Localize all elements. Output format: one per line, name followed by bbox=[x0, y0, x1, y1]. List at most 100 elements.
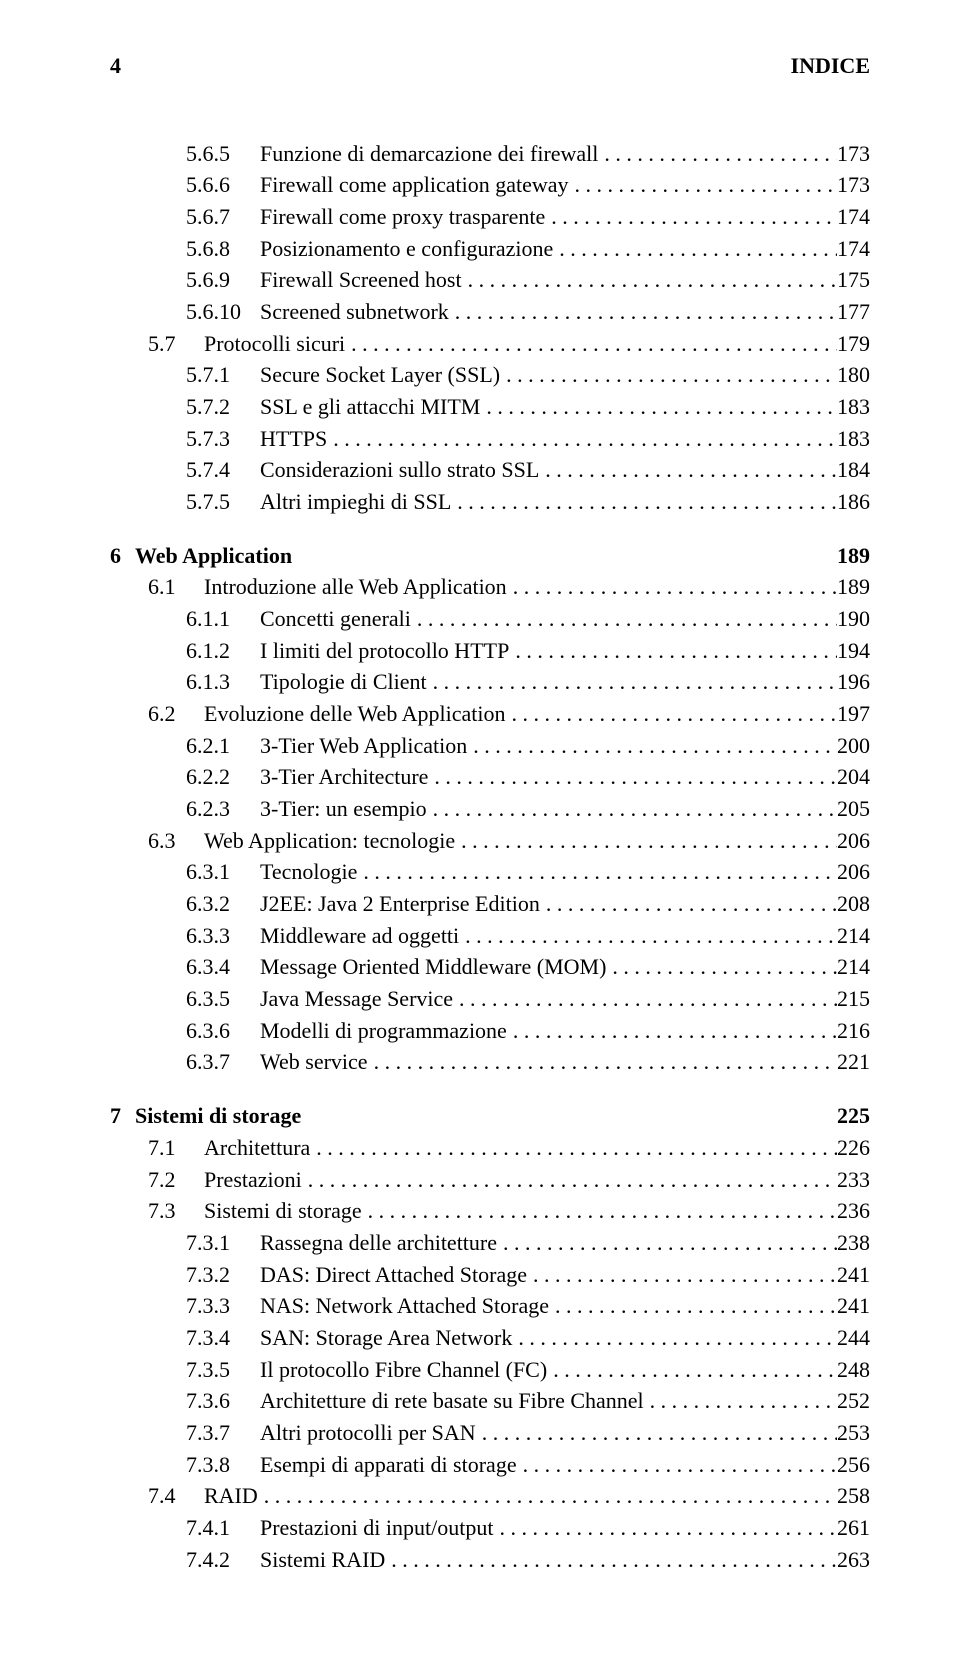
toc-entry-number: 7.3.3 bbox=[186, 1290, 248, 1322]
toc-subsection: 7.4.2Sistemi RAID263 bbox=[110, 1544, 870, 1576]
toc-leader-dots bbox=[480, 391, 837, 423]
toc-entry-number: 5.7.4 bbox=[186, 454, 248, 486]
toc-entry-page: 180 bbox=[837, 359, 870, 391]
toc-subsection: 5.6.6Firewall come application gateway17… bbox=[110, 169, 870, 201]
running-header: 4 INDICE bbox=[110, 50, 870, 82]
toc-entry-title: Firewall come proxy trasparente bbox=[248, 201, 545, 233]
toc-entry-title: Posizionamento e configurazione bbox=[248, 233, 553, 265]
toc-entry-page: 205 bbox=[837, 793, 870, 825]
toc-subsection: 5.7.5Altri impieghi di SSL186 bbox=[110, 486, 870, 518]
toc-entry-page: 206 bbox=[837, 856, 870, 888]
toc-entry-page: 177 bbox=[837, 296, 870, 328]
toc-section: 5.7Protocolli sicuri179 bbox=[110, 328, 870, 360]
toc-leader-dots bbox=[345, 328, 837, 360]
toc-leader-dots bbox=[258, 1480, 837, 1512]
toc-entry-number: 7.3.5 bbox=[186, 1354, 248, 1386]
toc-entry-number: 6.3.6 bbox=[186, 1015, 248, 1047]
toc-leader-dots bbox=[527, 1259, 837, 1291]
toc-subsection: 5.6.8Posizionamento e configurazione174 bbox=[110, 233, 870, 265]
toc-entry-title: Il protocollo Fibre Channel (FC) bbox=[248, 1354, 547, 1386]
toc-entry-page: 253 bbox=[837, 1417, 870, 1449]
toc-subsection: 7.3.7Altri protocolli per SAN253 bbox=[110, 1417, 870, 1449]
toc-leader-dots bbox=[549, 1290, 837, 1322]
toc-entry-number: 6.1.2 bbox=[186, 635, 248, 667]
toc-section: 7.1Architettura226 bbox=[110, 1132, 870, 1164]
toc-leader-dots bbox=[455, 825, 837, 857]
toc-leader-dots bbox=[569, 169, 838, 201]
header-title: INDICE bbox=[791, 50, 870, 82]
toc-subsection: 6.2.23-Tier Architecture204 bbox=[110, 761, 870, 793]
toc-entry-number: 5.7.3 bbox=[186, 423, 248, 455]
toc-entry-title: Prestazioni bbox=[192, 1164, 302, 1196]
toc-entry-number: 6.3.5 bbox=[186, 983, 248, 1015]
toc-leader-dots bbox=[509, 635, 837, 667]
toc-section: 7.2Prestazioni233 bbox=[110, 1164, 870, 1196]
toc-leader-dots bbox=[462, 264, 837, 296]
toc-entry-title: DAS: Direct Attached Storage bbox=[248, 1259, 527, 1291]
toc-leader-dots bbox=[302, 1164, 837, 1196]
toc-entry-title: Concetti generali bbox=[248, 603, 411, 635]
toc-leader-dots bbox=[459, 920, 837, 952]
toc-entry-page: 189 bbox=[837, 571, 870, 603]
toc-entry-page: 221 bbox=[837, 1046, 870, 1078]
toc-entry-title: Funzione di demarcazione dei firewall bbox=[248, 138, 598, 170]
toc-leader-dots bbox=[427, 666, 837, 698]
toc-subsection: 6.3.6Modelli di programmazione216 bbox=[110, 1015, 870, 1047]
toc-entry-title: Modelli di programmazione bbox=[248, 1015, 507, 1047]
toc-section: 6.2Evoluzione delle Web Application197 bbox=[110, 698, 870, 730]
toc-entry-title: Considerazioni sullo strato SSL bbox=[248, 454, 539, 486]
toc-entry-page: 189 bbox=[837, 540, 870, 572]
toc-leader-dots bbox=[449, 296, 837, 328]
toc-leader-dots bbox=[310, 1132, 837, 1164]
toc-subsection: 6.3.2J2EE: Java 2 Enterprise Edition208 bbox=[110, 888, 870, 920]
toc-entry-number: 6.3.3 bbox=[186, 920, 248, 952]
toc-entry-page: 197 bbox=[837, 698, 870, 730]
toc-entry-title: Prestazioni di input/output bbox=[248, 1512, 493, 1544]
toc-entry-page: 261 bbox=[837, 1512, 870, 1544]
toc-leader-dots bbox=[505, 698, 837, 730]
toc-subsection: 7.3.3NAS: Network Attached Storage241 bbox=[110, 1290, 870, 1322]
toc-subsection: 7.3.4SAN: Storage Area Network244 bbox=[110, 1322, 870, 1354]
toc-subsection: 7.3.5Il protocollo Fibre Channel (FC)248 bbox=[110, 1354, 870, 1386]
toc-entry-number: 7.3.8 bbox=[186, 1449, 248, 1481]
toc-subsection: 5.6.10Screened subnetwork177 bbox=[110, 296, 870, 328]
toc-entry-number: 6.2 bbox=[148, 698, 192, 730]
toc-entry-number: 7.3.4 bbox=[186, 1322, 248, 1354]
toc-entry-page: 206 bbox=[837, 825, 870, 857]
toc-subsection: 5.7.1Secure Socket Layer (SSL)180 bbox=[110, 359, 870, 391]
toc-entry-number: 7.3.7 bbox=[186, 1417, 248, 1449]
toc-section: 7.4RAID258 bbox=[110, 1480, 870, 1512]
toc-entry-title: 3-Tier Architecture bbox=[248, 761, 428, 793]
toc-subsection: 5.6.9Firewall Screened host175 bbox=[110, 264, 870, 296]
toc-subsection: 6.3.4Message Oriented Middleware (MOM)21… bbox=[110, 951, 870, 983]
toc-entry-number: 5.7.2 bbox=[186, 391, 248, 423]
toc-entry-number: 5.7.5 bbox=[186, 486, 248, 518]
toc-entry-number: 6.3.1 bbox=[186, 856, 248, 888]
toc-entry-title: Web Application bbox=[135, 543, 292, 568]
toc-leader-dots bbox=[385, 1544, 837, 1576]
toc-section: 6.3Web Application: tecnologie206 bbox=[110, 825, 870, 857]
toc-entry-page: 256 bbox=[837, 1449, 870, 1481]
toc-subsection: 7.3.6Architetture di rete basate su Fibr… bbox=[110, 1385, 870, 1417]
toc-entry-page: 200 bbox=[837, 730, 870, 762]
toc-entry-title: 3-Tier: un esempio bbox=[248, 793, 427, 825]
toc-entry-number: 7 bbox=[110, 1103, 135, 1128]
toc-entry-number: 7.3 bbox=[148, 1195, 192, 1227]
toc-leader-dots bbox=[357, 856, 837, 888]
toc-entry-number: 5.6.5 bbox=[186, 138, 248, 170]
toc-subsection: 6.1.2I limiti del protocollo HTTP194 bbox=[110, 635, 870, 667]
toc-leader-dots bbox=[327, 423, 837, 455]
toc-entry-page: 226 bbox=[837, 1132, 870, 1164]
toc-chapter: 7Sistemi di storage225 bbox=[110, 1100, 870, 1132]
toc-entry-title: Web Application: tecnologie bbox=[192, 825, 455, 857]
toc-entry-page: 244 bbox=[837, 1322, 870, 1354]
toc-entry-page: 173 bbox=[837, 169, 870, 201]
toc-leader-dots bbox=[493, 1512, 837, 1544]
toc-entry-page: 233 bbox=[837, 1164, 870, 1196]
toc-leader-dots bbox=[606, 951, 837, 983]
toc-entry-title: Tipologie di Client bbox=[248, 666, 427, 698]
toc-entry-title: I limiti del protocollo HTTP bbox=[248, 635, 509, 667]
toc-leader-dots bbox=[368, 1046, 837, 1078]
toc-leader-dots bbox=[427, 793, 837, 825]
toc-entry-page: 174 bbox=[837, 233, 870, 265]
